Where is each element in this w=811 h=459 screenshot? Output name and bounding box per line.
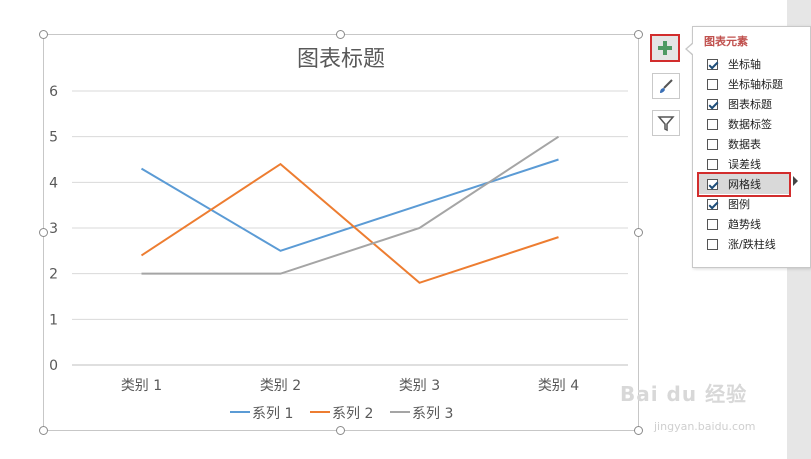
chart-element-option[interactable]: 图表标题 xyxy=(707,94,772,114)
resize-handle-bottom-left[interactable] xyxy=(39,426,48,435)
gridlines-highlight-box xyxy=(697,172,791,197)
x-tick-label: 类别 1 xyxy=(121,378,162,394)
checkbox-unchecked[interactable] xyxy=(707,238,718,250)
chart-element-option[interactable]: 坐标轴 xyxy=(707,54,761,74)
chart-element-option[interactable]: 网格线 xyxy=(699,174,791,194)
legend-label: 系列 1 xyxy=(252,406,293,422)
chart-element-option[interactable]: 误差线 xyxy=(707,154,761,174)
chart-element-option[interactable]: 图例 xyxy=(707,194,750,214)
y-tick-label: 0 xyxy=(49,358,58,374)
chart-elements-panel: 图表元素 坐标轴坐标轴标题图表标题数据标签数据表误差线网格线图例趋势线涨/跌柱线 xyxy=(692,26,811,268)
legend-label: 系列 2 xyxy=(332,406,373,422)
checkbox-checked[interactable] xyxy=(707,58,718,70)
submenu-arrow-icon[interactable] xyxy=(793,176,798,186)
watermark-brand: Bai du 经验 xyxy=(620,382,748,406)
option-label: 涨/跌柱线 xyxy=(728,238,776,251)
option-label: 数据表 xyxy=(728,138,761,151)
series-line xyxy=(140,162,559,284)
watermark-url: jingyan.baidu.com xyxy=(654,420,756,433)
y-tick-label: 6 xyxy=(49,84,58,100)
option-label: 数据标签 xyxy=(728,118,772,131)
chart-title: 图表标题 xyxy=(297,47,385,72)
x-tick-label: 类别 2 xyxy=(260,378,301,394)
checkbox-unchecked[interactable] xyxy=(707,158,718,170)
x-tick-label: 类别 4 xyxy=(538,378,579,394)
checkbox-checked[interactable] xyxy=(707,178,718,190)
y-tick-label: 3 xyxy=(49,221,58,237)
chart-element-option[interactable]: 数据表 xyxy=(707,134,761,154)
option-label: 图例 xyxy=(728,198,750,211)
series-line xyxy=(140,158,559,252)
resize-handle-bottom-right[interactable] xyxy=(634,426,643,435)
filter-icon xyxy=(657,116,675,132)
checkbox-checked[interactable] xyxy=(707,198,718,210)
resize-handle-top-right[interactable] xyxy=(634,30,643,39)
resize-handle-middle-left[interactable] xyxy=(39,228,48,237)
panel-title: 图表元素 xyxy=(704,35,748,48)
y-tick-label: 4 xyxy=(49,175,58,191)
legend-label: 系列 3 xyxy=(412,406,453,422)
option-label: 坐标轴 xyxy=(728,58,761,71)
checkbox-unchecked[interactable] xyxy=(707,218,718,230)
resize-handle-top-center[interactable] xyxy=(336,30,345,39)
option-label: 网格线 xyxy=(728,178,761,191)
series-line xyxy=(141,135,560,275)
resize-handle-middle-right[interactable] xyxy=(634,228,643,237)
chart-elements-button[interactable] xyxy=(650,34,680,62)
y-tick-label: 1 xyxy=(49,312,58,328)
chart-element-option[interactable]: 趋势线 xyxy=(707,214,761,234)
resize-handle-bottom-center[interactable] xyxy=(336,426,345,435)
option-label: 坐标轴标题 xyxy=(728,78,783,91)
checkbox-unchecked[interactable] xyxy=(707,78,718,90)
panel-pointer-inner xyxy=(687,43,694,55)
resize-handle-top-left[interactable] xyxy=(39,30,48,39)
chart-element-option[interactable]: 数据标签 xyxy=(707,114,772,134)
y-tick-label: 2 xyxy=(49,267,58,283)
checkbox-unchecked[interactable] xyxy=(707,138,718,150)
option-label: 趋势线 xyxy=(728,218,761,231)
chart-styles-button[interactable] xyxy=(652,73,680,99)
option-label: 误差线 xyxy=(728,158,761,171)
option-label: 图表标题 xyxy=(728,98,772,111)
y-tick-label: 5 xyxy=(49,130,58,146)
checkbox-checked[interactable] xyxy=(707,98,718,110)
chart-element-option[interactable]: 坐标轴标题 xyxy=(707,74,783,94)
plus-icon xyxy=(658,41,672,55)
chart-element-option[interactable]: 涨/跌柱线 xyxy=(707,234,776,254)
brush-icon xyxy=(660,79,673,93)
checkbox-unchecked[interactable] xyxy=(707,118,718,130)
x-tick-label: 类别 3 xyxy=(399,378,440,394)
chart-filters-button[interactable] xyxy=(652,110,680,136)
